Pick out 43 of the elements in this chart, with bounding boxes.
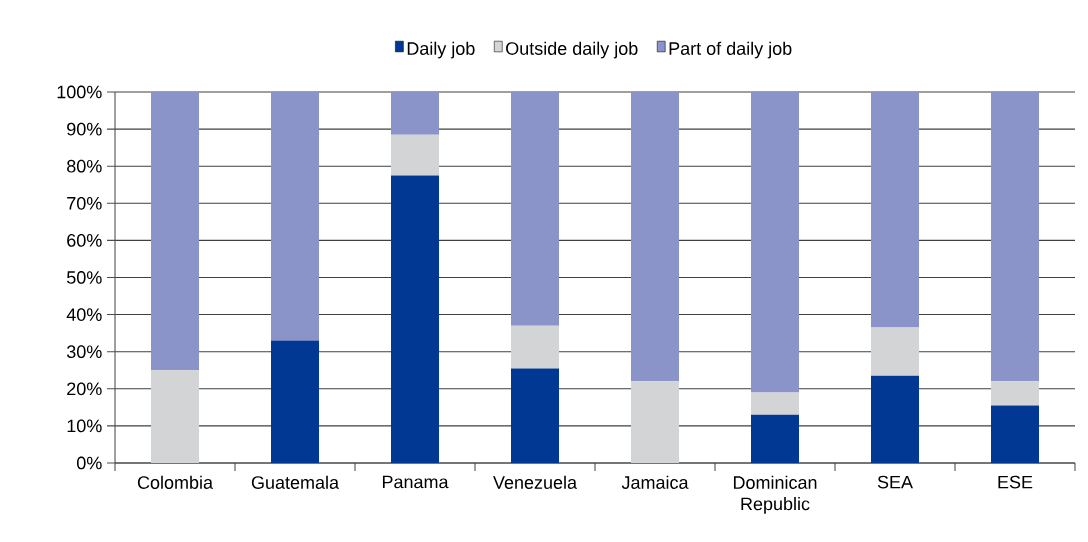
- y-tick-label: 70%: [67, 196, 102, 210]
- x-tick-label: SEA: [877, 475, 913, 489]
- x-tick-label: Dominican Republic: [733, 475, 817, 514]
- bar: [871, 327, 919, 376]
- bar: [990, 381, 1039, 406]
- y-tick-label: 10%: [67, 419, 102, 433]
- legend-label: Part of daily job: [669, 41, 792, 59]
- bar: [631, 91, 679, 382]
- y-tick-label: 0%: [77, 456, 102, 470]
- bar: [990, 405, 1039, 463]
- bar: [751, 392, 799, 415]
- bar: [751, 91, 799, 393]
- bar: [151, 370, 200, 463]
- bar: [871, 91, 919, 328]
- y-tick-label: 20%: [67, 382, 102, 396]
- y-tick-label: 90%: [67, 122, 102, 136]
- bar: [511, 91, 560, 326]
- bar: [511, 325, 560, 369]
- bar: [990, 91, 1039, 382]
- x-tick-label: ESE: [998, 475, 1033, 489]
- y-tick-label: 80%: [67, 159, 102, 173]
- y-tick-label: 30%: [66, 345, 102, 359]
- y-tick-label: 40%: [66, 308, 102, 321]
- legend-label: Outside daily job: [506, 41, 638, 59]
- bar: [751, 414, 799, 463]
- x-tick-label: Colombia: [137, 475, 214, 489]
- bar: [511, 368, 560, 463]
- bar: [391, 134, 440, 176]
- x-tick-label: Guatemala: [251, 475, 340, 489]
- bar: [391, 91, 440, 135]
- legend-label: Daily job: [407, 41, 475, 59]
- bar: [271, 91, 320, 341]
- bar: [871, 375, 919, 463]
- bar: [271, 340, 320, 463]
- x-tick-label: Venezuela: [493, 475, 578, 489]
- x-tick-label: Jamaica: [621, 475, 689, 489]
- y-tick-label: 50%: [66, 271, 102, 284]
- x-tick-label: Panama: [382, 475, 449, 489]
- bar: [151, 91, 200, 371]
- y-tick-label: 60%: [67, 234, 102, 247]
- bar: [631, 381, 679, 463]
- y-tick-label: 100%: [57, 85, 102, 99]
- bar: [391, 175, 440, 463]
